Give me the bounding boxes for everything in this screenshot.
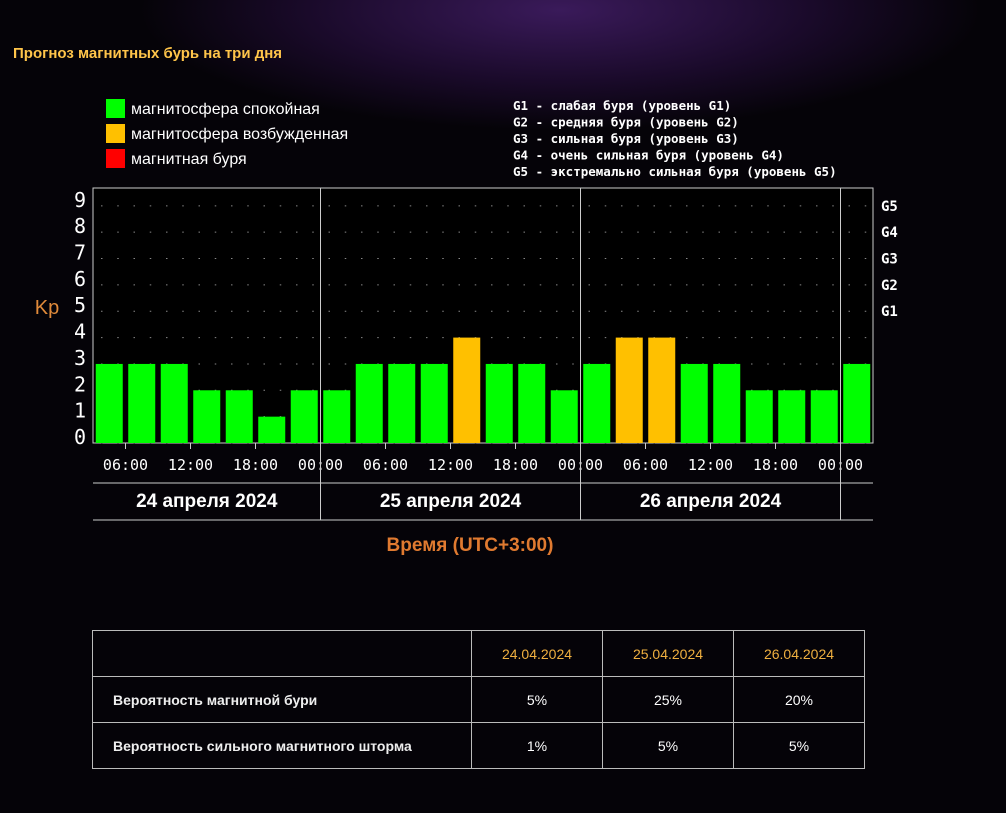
bar (128, 363, 156, 443)
y-tick-label: 9 (74, 188, 86, 212)
x-tick-label: 06:00 (363, 456, 408, 474)
bar (290, 390, 318, 443)
cell: 20% (733, 676, 865, 723)
legend-label: магнитосфера спокойная (131, 101, 320, 118)
cell: 25% (602, 676, 734, 723)
cell: 5% (602, 722, 734, 769)
header-cell: 24.04.2024 (471, 630, 603, 677)
y-tick-label: 7 (74, 241, 86, 265)
y-tick-label: 0 (74, 425, 86, 449)
g-legend-label: G4 - очень сильная буря (уровень G4) (513, 148, 784, 163)
bar (745, 390, 773, 443)
x-tick-label: 06:00 (103, 456, 148, 474)
bar (323, 390, 351, 443)
bar (518, 363, 546, 443)
bar (778, 390, 806, 443)
bar (485, 363, 513, 443)
x-axis-label: Время (UTC+3:00) (387, 535, 554, 556)
bar (193, 390, 221, 443)
x-tick-label: 18:00 (233, 456, 278, 474)
legend-swatch (106, 124, 125, 143)
bar (95, 363, 123, 443)
y-axis-label: Kp (35, 297, 59, 319)
y-tick-label: 6 (74, 267, 86, 291)
legend-label: магнитосфера возбужденная (131, 126, 348, 143)
bar (843, 363, 871, 443)
bar (355, 363, 383, 443)
bar (615, 337, 643, 443)
header-cell: 25.04.2024 (602, 630, 734, 677)
row-label: Вероятность сильного магнитного шторма (92, 722, 472, 769)
y2-tick-label: G2 (881, 278, 898, 294)
bar (388, 363, 416, 443)
row-label: Вероятность магнитной бури (92, 676, 472, 723)
y2-tick-label: G1 (881, 304, 898, 320)
x-tick-label: 18:00 (753, 456, 798, 474)
g-legend-label: G2 - средняя буря (уровень G2) (513, 115, 739, 130)
bar (713, 363, 741, 443)
bar (160, 363, 188, 443)
y-tick-label: 2 (74, 372, 86, 396)
cell: 1% (471, 722, 603, 769)
legend-swatch (106, 149, 125, 168)
y2-tick-label: G3 (881, 252, 898, 268)
x-tick-label: 12:00 (688, 456, 733, 474)
x-tick-label: 06:00 (623, 456, 668, 474)
legend-label: магнитная буря (131, 151, 247, 168)
y-tick-label: 5 (74, 293, 86, 317)
bar (420, 363, 448, 443)
y2-tick-label: G5 (881, 199, 898, 215)
page-title: Прогноз магнитных бурь на три дня (13, 45, 282, 62)
g-legend-label: G1 - слабая буря (уровень G1) (513, 98, 731, 113)
bar (648, 337, 676, 443)
g-legend-label: G5 - экстремально сильная буря (уровень … (513, 164, 837, 179)
bar (583, 363, 611, 443)
plot-area (92, 187, 874, 444)
x-tick-label: 18:00 (493, 456, 538, 474)
y-tick-label: 8 (74, 214, 86, 238)
bar (225, 390, 253, 443)
empty-cell (92, 630, 472, 677)
bar (680, 363, 708, 443)
bar (258, 416, 286, 443)
y2-tick-label: G4 (881, 225, 898, 241)
probability-table: 24.04.2024 25.04.2024 26.04.2024 Вероятнос… (92, 630, 865, 769)
x-tick-label: 12:00 (428, 456, 473, 474)
header-cell: 26.04.2024 (733, 630, 865, 677)
y-tick-label: 3 (74, 346, 86, 370)
g-legend-label: G3 - сильная буря (уровень G3) (513, 131, 739, 146)
legend-swatch (106, 99, 125, 118)
day-label: 25 апреля 2024 (380, 491, 522, 512)
cell: 5% (471, 676, 603, 723)
x-tick-label: 12:00 (168, 456, 213, 474)
cell: 5% (733, 722, 865, 769)
bar (810, 390, 838, 443)
bar (550, 390, 578, 443)
y-tick-label: 4 (74, 320, 86, 344)
bar (453, 337, 481, 443)
y-tick-label: 1 (74, 399, 86, 423)
day-label: 24 апреля 2024 (136, 491, 278, 512)
day-label: 26 апреля 2024 (640, 491, 782, 512)
